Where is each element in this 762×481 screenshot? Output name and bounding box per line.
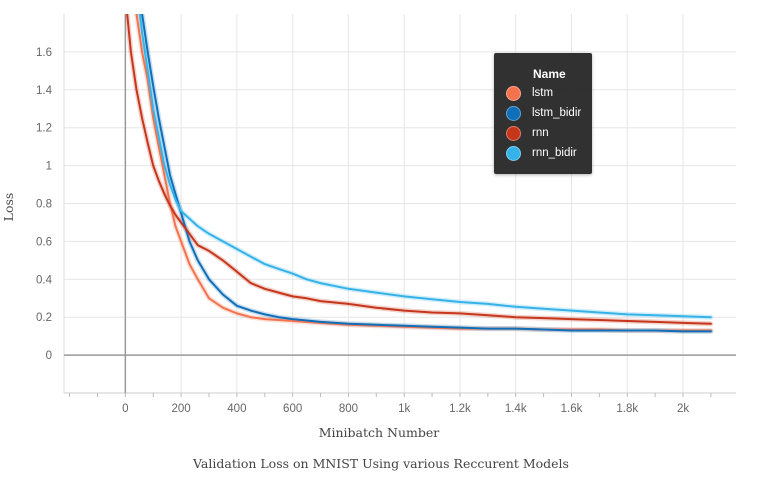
x-tick-label: 400 bbox=[227, 403, 246, 415]
x-axis-title: Minibatch Number bbox=[319, 425, 440, 440]
legend-label: lstm bbox=[532, 87, 554, 99]
x-tick-label: 200 bbox=[172, 403, 191, 415]
legend-item-rnn-bidir[interactable]: rnn_bidir bbox=[506, 144, 590, 164]
legend-label: rnn bbox=[532, 127, 549, 139]
series-lines bbox=[124, 14, 714, 334]
legend-swatch-lstm-bidir bbox=[506, 106, 521, 121]
series-line-lstm-bidir bbox=[141, 14, 712, 333]
series-line-rnn-bidir bbox=[138, 14, 712, 319]
y-tick-label: 1.6 bbox=[36, 47, 52, 59]
legend-tooltip: Name lstm lstm_bidir rnn rnn_bidir bbox=[494, 53, 592, 174]
legend-item-lstm[interactable]: lstm bbox=[506, 84, 590, 104]
series-halo-rnn bbox=[124, 14, 714, 327]
x-tick-label: 1.8k bbox=[616, 403, 638, 415]
legend-label: rnn_bidir bbox=[532, 147, 577, 159]
legend-swatch-rnn bbox=[506, 126, 521, 141]
legend-swatch-lstm bbox=[506, 86, 521, 101]
x-tick-label: 1.4k bbox=[505, 403, 527, 415]
x-tick-label: 1.6k bbox=[561, 403, 583, 415]
y-tick-label: 1.2 bbox=[36, 123, 52, 135]
axes bbox=[63, 14, 736, 397]
legend-label: lstm_bidir bbox=[532, 107, 582, 119]
y-tick-label: 1 bbox=[46, 161, 52, 173]
grid bbox=[64, 14, 736, 393]
x-tick-label: 2k bbox=[677, 403, 689, 415]
chart-caption: Validation Loss on MNIST Using various R… bbox=[193, 456, 569, 471]
legend-swatch-rnn-bidir bbox=[506, 146, 521, 161]
series-halo-rnn-bidir bbox=[137, 14, 714, 320]
y-axis-title: Loss bbox=[1, 193, 16, 222]
y-tick-label: 0.2 bbox=[36, 312, 52, 324]
legend-item-lstm-bidir[interactable]: lstm_bidir bbox=[506, 104, 590, 124]
y-tick-label: 1.4 bbox=[36, 85, 53, 97]
x-tick-label: 600 bbox=[283, 403, 302, 415]
x-tick-label: 800 bbox=[339, 403, 358, 415]
tick-labels: 0 200 400 600 800 1k 1.2k 1.4k 1.6k 1.8k 2k 0 0.2 0.4… bbox=[36, 47, 689, 415]
series-line-rnn bbox=[126, 14, 712, 325]
x-tick-label: 0 bbox=[122, 403, 128, 415]
legend-title: Name bbox=[533, 67, 566, 81]
legend-item-rnn[interactable]: rnn bbox=[506, 124, 590, 144]
y-tick-label: 0.8 bbox=[36, 199, 52, 211]
x-tick-label: 1.2k bbox=[449, 403, 471, 415]
y-tick-label: 0 bbox=[46, 350, 52, 362]
x-tick-label: 1k bbox=[398, 403, 410, 415]
y-tick-label: 0.4 bbox=[36, 274, 53, 286]
y-tick-label: 0.6 bbox=[36, 236, 52, 248]
